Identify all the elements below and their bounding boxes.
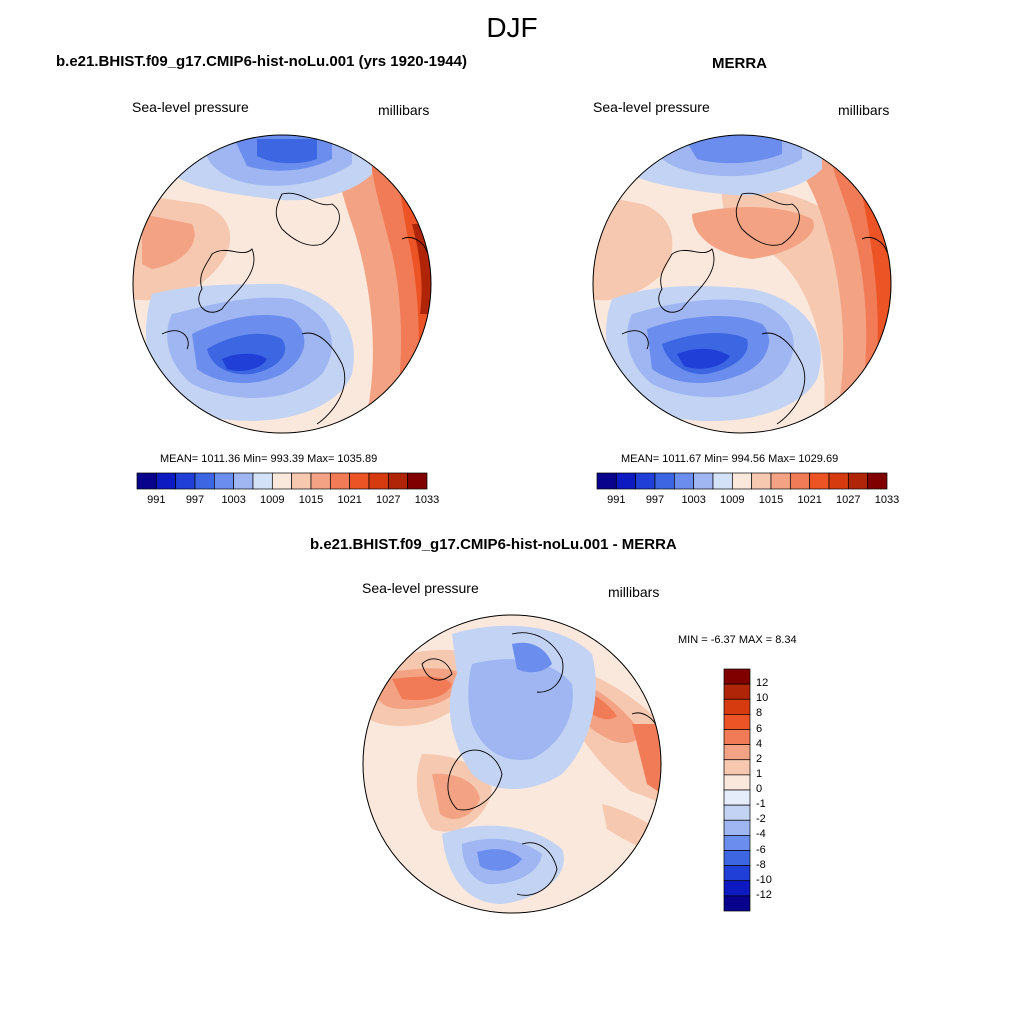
colorbar-swatch (723, 804, 751, 821)
colorbar-swatch (155, 472, 177, 490)
panel-1-polar-map (132, 134, 432, 434)
colorbar-tick-label: 1027 (836, 494, 861, 506)
colorbar-swatch (751, 472, 772, 490)
colorbar-tick-label: 6 (756, 722, 763, 735)
colorbar-swatch (723, 895, 751, 912)
colorbar-tick-label: 991 (147, 494, 166, 506)
colorbar-swatch (723, 714, 751, 730)
colorbar-swatch (615, 472, 637, 490)
colorbar-tick-label: 0 (756, 783, 763, 795)
colorbar-swatch (635, 472, 656, 490)
panel-3-polar-map (362, 614, 662, 914)
colorbar-tick-label: -6 (756, 843, 766, 856)
colorbar-swatch (723, 819, 751, 836)
panel-2-stats: MEAN= 1011.67 Min= 994.56 Max= 1029.69 (621, 453, 839, 465)
colorbar-tick-label: 2 (756, 752, 763, 765)
colorbar-swatch (175, 472, 196, 490)
panel-1-colorbar (136, 472, 428, 490)
panel-2-colorbar (596, 472, 888, 490)
colorbar-swatch (233, 472, 254, 490)
colorbar-tick-label: 991 (607, 494, 626, 506)
colorbar-swatch (723, 698, 751, 715)
colorbar-swatch (723, 835, 751, 851)
colorbar-swatch (271, 472, 293, 490)
colorbar-swatch (407, 472, 428, 490)
panel-1-stats: MEAN= 1011.36 Min= 993.39 Max= 1035.89 (160, 453, 378, 465)
colorbar-swatch (723, 744, 751, 761)
colorbar-tick-label: 1003 (681, 494, 706, 506)
colorbar-swatch (731, 472, 753, 490)
colorbar-swatch (213, 472, 235, 490)
colorbar-swatch (194, 472, 215, 490)
colorbar-swatch (723, 850, 751, 866)
colorbar-tick-label: 997 (645, 494, 665, 506)
colorbar-swatch (867, 472, 888, 490)
colorbar-tick-label: 1033 (874, 494, 900, 506)
panel-3-colorbar-labels: 12 10 8 6 4 2 1 0 -1 -2 -4 -6 -8 -10 -12 (756, 669, 796, 911)
panel-1-units: millibars (378, 102, 430, 118)
panel-2-variable: Sea-level pressure (593, 99, 710, 115)
panel-2-colorbar-labels: 991 997 1003 1009 1015 1021 1027 1033 (597, 494, 899, 508)
colorbar-tick-label: -2 (756, 813, 766, 826)
panel-3-title: b.e21.BHIST.f09_g17.CMIP6-hist-noLu.001 … (310, 536, 677, 553)
colorbar-swatch (723, 668, 751, 685)
colorbar-swatch (847, 472, 869, 490)
colorbar-swatch (252, 472, 273, 490)
colorbar-tick-label: 12 (756, 677, 769, 690)
panel-3-stats: MIN = -6.37 MAX = 8.34 (678, 634, 797, 646)
colorbar-tick-label: -10 (756, 873, 772, 886)
colorbar-tick-label: 1021 (797, 494, 822, 506)
colorbar-swatch (368, 472, 389, 490)
colorbar-tick-label: 1003 (221, 494, 246, 506)
panel-3-units: millibars (608, 584, 660, 600)
colorbar-tick-label: 10 (756, 692, 769, 705)
colorbar-swatch (387, 472, 409, 490)
colorbar-tick-label: 1033 (414, 494, 440, 506)
colorbar-tick-label: -8 (756, 858, 766, 871)
colorbar-swatch (723, 774, 751, 791)
colorbar-swatch (723, 880, 751, 897)
colorbar-tick-label: 1009 (720, 494, 745, 506)
colorbar-swatch (596, 472, 617, 490)
colorbar-tick-label: 1009 (260, 494, 285, 506)
colorbar-tick-label: -12 (756, 888, 772, 901)
colorbar-swatch (693, 472, 714, 490)
colorbar-tick-label: -1 (756, 798, 766, 811)
colorbar-swatch (349, 472, 370, 490)
colorbar-tick-label: 997 (185, 494, 205, 506)
colorbar-tick-label: -4 (756, 828, 766, 841)
colorbar-swatch (723, 789, 751, 806)
colorbar-swatch (723, 865, 751, 882)
panel-1-title: b.e21.BHIST.f09_g17.CMIP6-hist-noLu.001 … (56, 53, 467, 70)
panel-2-units: millibars (838, 102, 890, 118)
colorbar-swatch (712, 472, 733, 490)
panel-1-variable: Sea-level pressure (132, 99, 249, 115)
panel-1-colorbar-labels: 991 997 1003 1009 1015 1021 1027 1033 (137, 494, 439, 508)
colorbar-swatch (673, 472, 695, 490)
panel-2-title: MERRA (712, 55, 767, 72)
colorbar-swatch (809, 472, 830, 490)
colorbar-tick-label: 1015 (758, 494, 784, 506)
panel-3-variable: Sea-level pressure (362, 580, 479, 596)
colorbar-swatch (723, 759, 751, 776)
colorbar-swatch (310, 472, 331, 490)
colorbar-tick-label: 4 (756, 737, 763, 750)
colorbar-swatch (329, 472, 351, 490)
figure-title: DJF (486, 12, 538, 43)
colorbar-tick-label: 1015 (298, 494, 324, 506)
colorbar-swatch (723, 729, 751, 745)
panel-2-polar-map (592, 134, 892, 434)
colorbar-swatch (136, 472, 157, 490)
colorbar-swatch (770, 472, 791, 490)
colorbar-tick-label: 1027 (376, 494, 401, 506)
colorbar-tick-label: 8 (756, 707, 763, 720)
colorbar-swatch (654, 472, 675, 490)
colorbar-swatch (789, 472, 811, 490)
panel-3-colorbar (723, 668, 751, 912)
colorbar-tick-label: 1021 (337, 494, 362, 506)
colorbar-swatch (723, 683, 751, 700)
colorbar-tick-label: 1 (756, 767, 763, 780)
colorbar-swatch (828, 472, 849, 490)
colorbar-swatch (291, 472, 312, 490)
